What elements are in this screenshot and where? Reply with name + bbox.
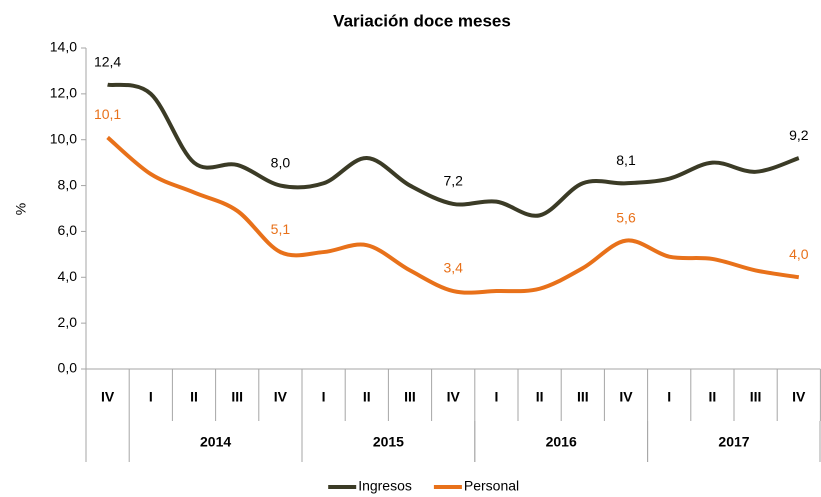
x-tick-label: I [494, 389, 498, 405]
y-tick-label: 4,0 [58, 268, 78, 284]
x-tick-label: II [190, 389, 198, 405]
data-label: 5,6 [616, 209, 636, 225]
group-label: 2014 [200, 434, 231, 450]
y-axis-label: % [13, 203, 29, 215]
x-tick-label: II [363, 389, 371, 405]
x-tick-label: II [536, 389, 544, 405]
x-tick-label: III [404, 389, 416, 405]
group-label: 2015 [373, 434, 404, 450]
data-label: 9,2 [789, 127, 809, 143]
x-tick-label: III [750, 389, 762, 405]
x-tick-label: I [149, 389, 153, 405]
y-tick-label: 0,0 [58, 360, 78, 376]
x-tick-label: III [231, 389, 243, 405]
y-tick-label: 12,0 [50, 85, 77, 101]
y-tick-label: 14,0 [50, 39, 77, 55]
data-label: 3,4 [443, 260, 463, 276]
x-tick-label: IV [274, 389, 288, 405]
y-tick-label: 10,0 [50, 130, 77, 146]
x-tick-label: I [322, 389, 326, 405]
chart-title: Variación doce meses [333, 11, 511, 30]
data-label: 7,2 [443, 173, 463, 189]
data-label: 12,4 [94, 53, 121, 69]
legend-label: Personal [464, 478, 519, 494]
data-label: 8,0 [271, 154, 291, 170]
group-label: 2017 [718, 434, 749, 450]
x-tick-label: II [709, 389, 717, 405]
group-label: 2016 [546, 434, 577, 450]
x-tick-label: IV [619, 389, 633, 405]
x-tick-label: IV [792, 389, 806, 405]
y-tick-label: 2,0 [58, 314, 78, 330]
data-label: 4,0 [789, 246, 809, 262]
y-tick-label: 8,0 [58, 176, 78, 192]
data-label: 10,1 [94, 106, 121, 122]
y-tick-label: 6,0 [58, 222, 78, 238]
series-line [107, 82, 800, 218]
legend-label: Ingresos [358, 478, 412, 494]
data-label: 5,1 [271, 221, 291, 237]
x-tick-label: IV [101, 389, 115, 405]
x-tick-label: III [577, 389, 589, 405]
series-line [106, 135, 800, 295]
x-tick-label: IV [447, 389, 461, 405]
data-label: 8,1 [616, 152, 636, 168]
x-tick-label: I [667, 389, 671, 405]
